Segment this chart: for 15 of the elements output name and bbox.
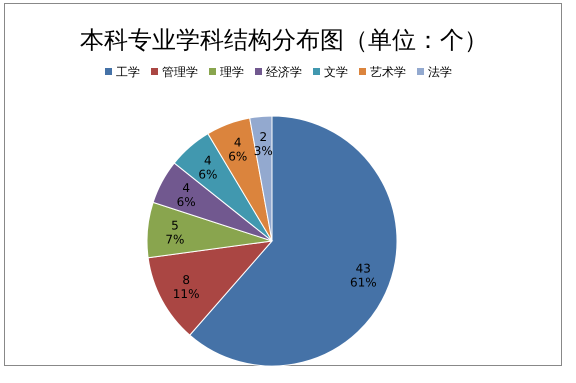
data-label: 8 11% xyxy=(172,273,200,302)
data-label: 43 61% xyxy=(350,261,377,290)
data-label: 4 6% xyxy=(176,180,196,209)
legend-label: 管理学 xyxy=(162,65,198,79)
legend-label: 理学 xyxy=(220,65,244,79)
legend-label: 经济学 xyxy=(266,65,302,79)
legend-label: 文学 xyxy=(324,65,348,79)
legend-label: 法学 xyxy=(428,65,452,79)
data-label: 4 6% xyxy=(228,136,248,164)
data-label: 2 3% xyxy=(254,130,273,158)
data-label: 4 6% xyxy=(198,154,218,182)
legend-label: 工学 xyxy=(116,65,140,79)
chart-title: 本科专业学科结构分布图（单位：个） xyxy=(80,26,488,54)
data-label: 5 7% xyxy=(165,218,184,246)
legend-label: 艺术学 xyxy=(370,65,406,79)
